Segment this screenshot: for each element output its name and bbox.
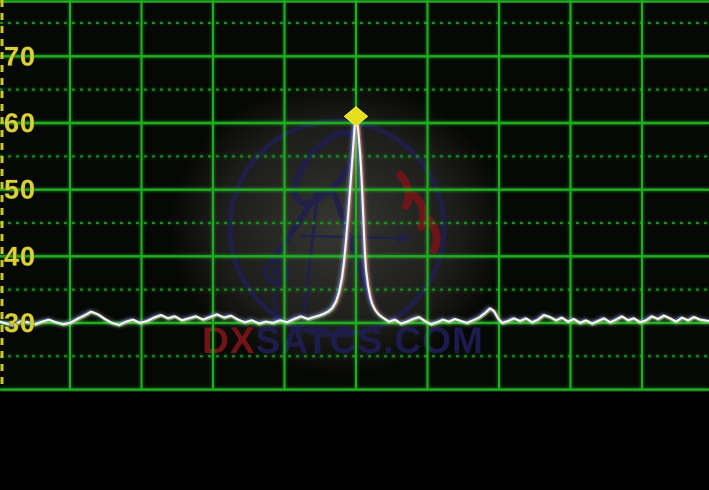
svg-text:80: 80	[4, 0, 36, 5]
y-axis-labels: 80 70 60 50 40 30	[4, 0, 36, 338]
svg-text:40: 40	[4, 241, 36, 271]
svg-text:70: 70	[4, 41, 36, 71]
video-artifact-patch	[168, 80, 508, 376]
watermark-circle	[227, 118, 447, 338]
peak-marker-diamond-icon	[343, 106, 369, 127]
graticule-edge-lines	[0, 0, 709, 390]
compass-logo-icon	[263, 129, 413, 331]
spectrum-trace	[0, 115, 709, 328]
status-bar: SP 500KHz 9 kHzW 1388.592 MHz. Pwr 61.5 …	[0, 392, 709, 490]
grid-minor-lines	[0, 22, 709, 358]
spectrum-chart: DXSATCS.COM 80 70 60 50 40 30	[0, 0, 709, 391]
watermark-text: DXSATCS.COM	[202, 320, 484, 361]
svg-text:60: 60	[4, 108, 36, 138]
svg-text:50: 50	[4, 175, 36, 205]
svg-text:30: 30	[4, 308, 36, 338]
